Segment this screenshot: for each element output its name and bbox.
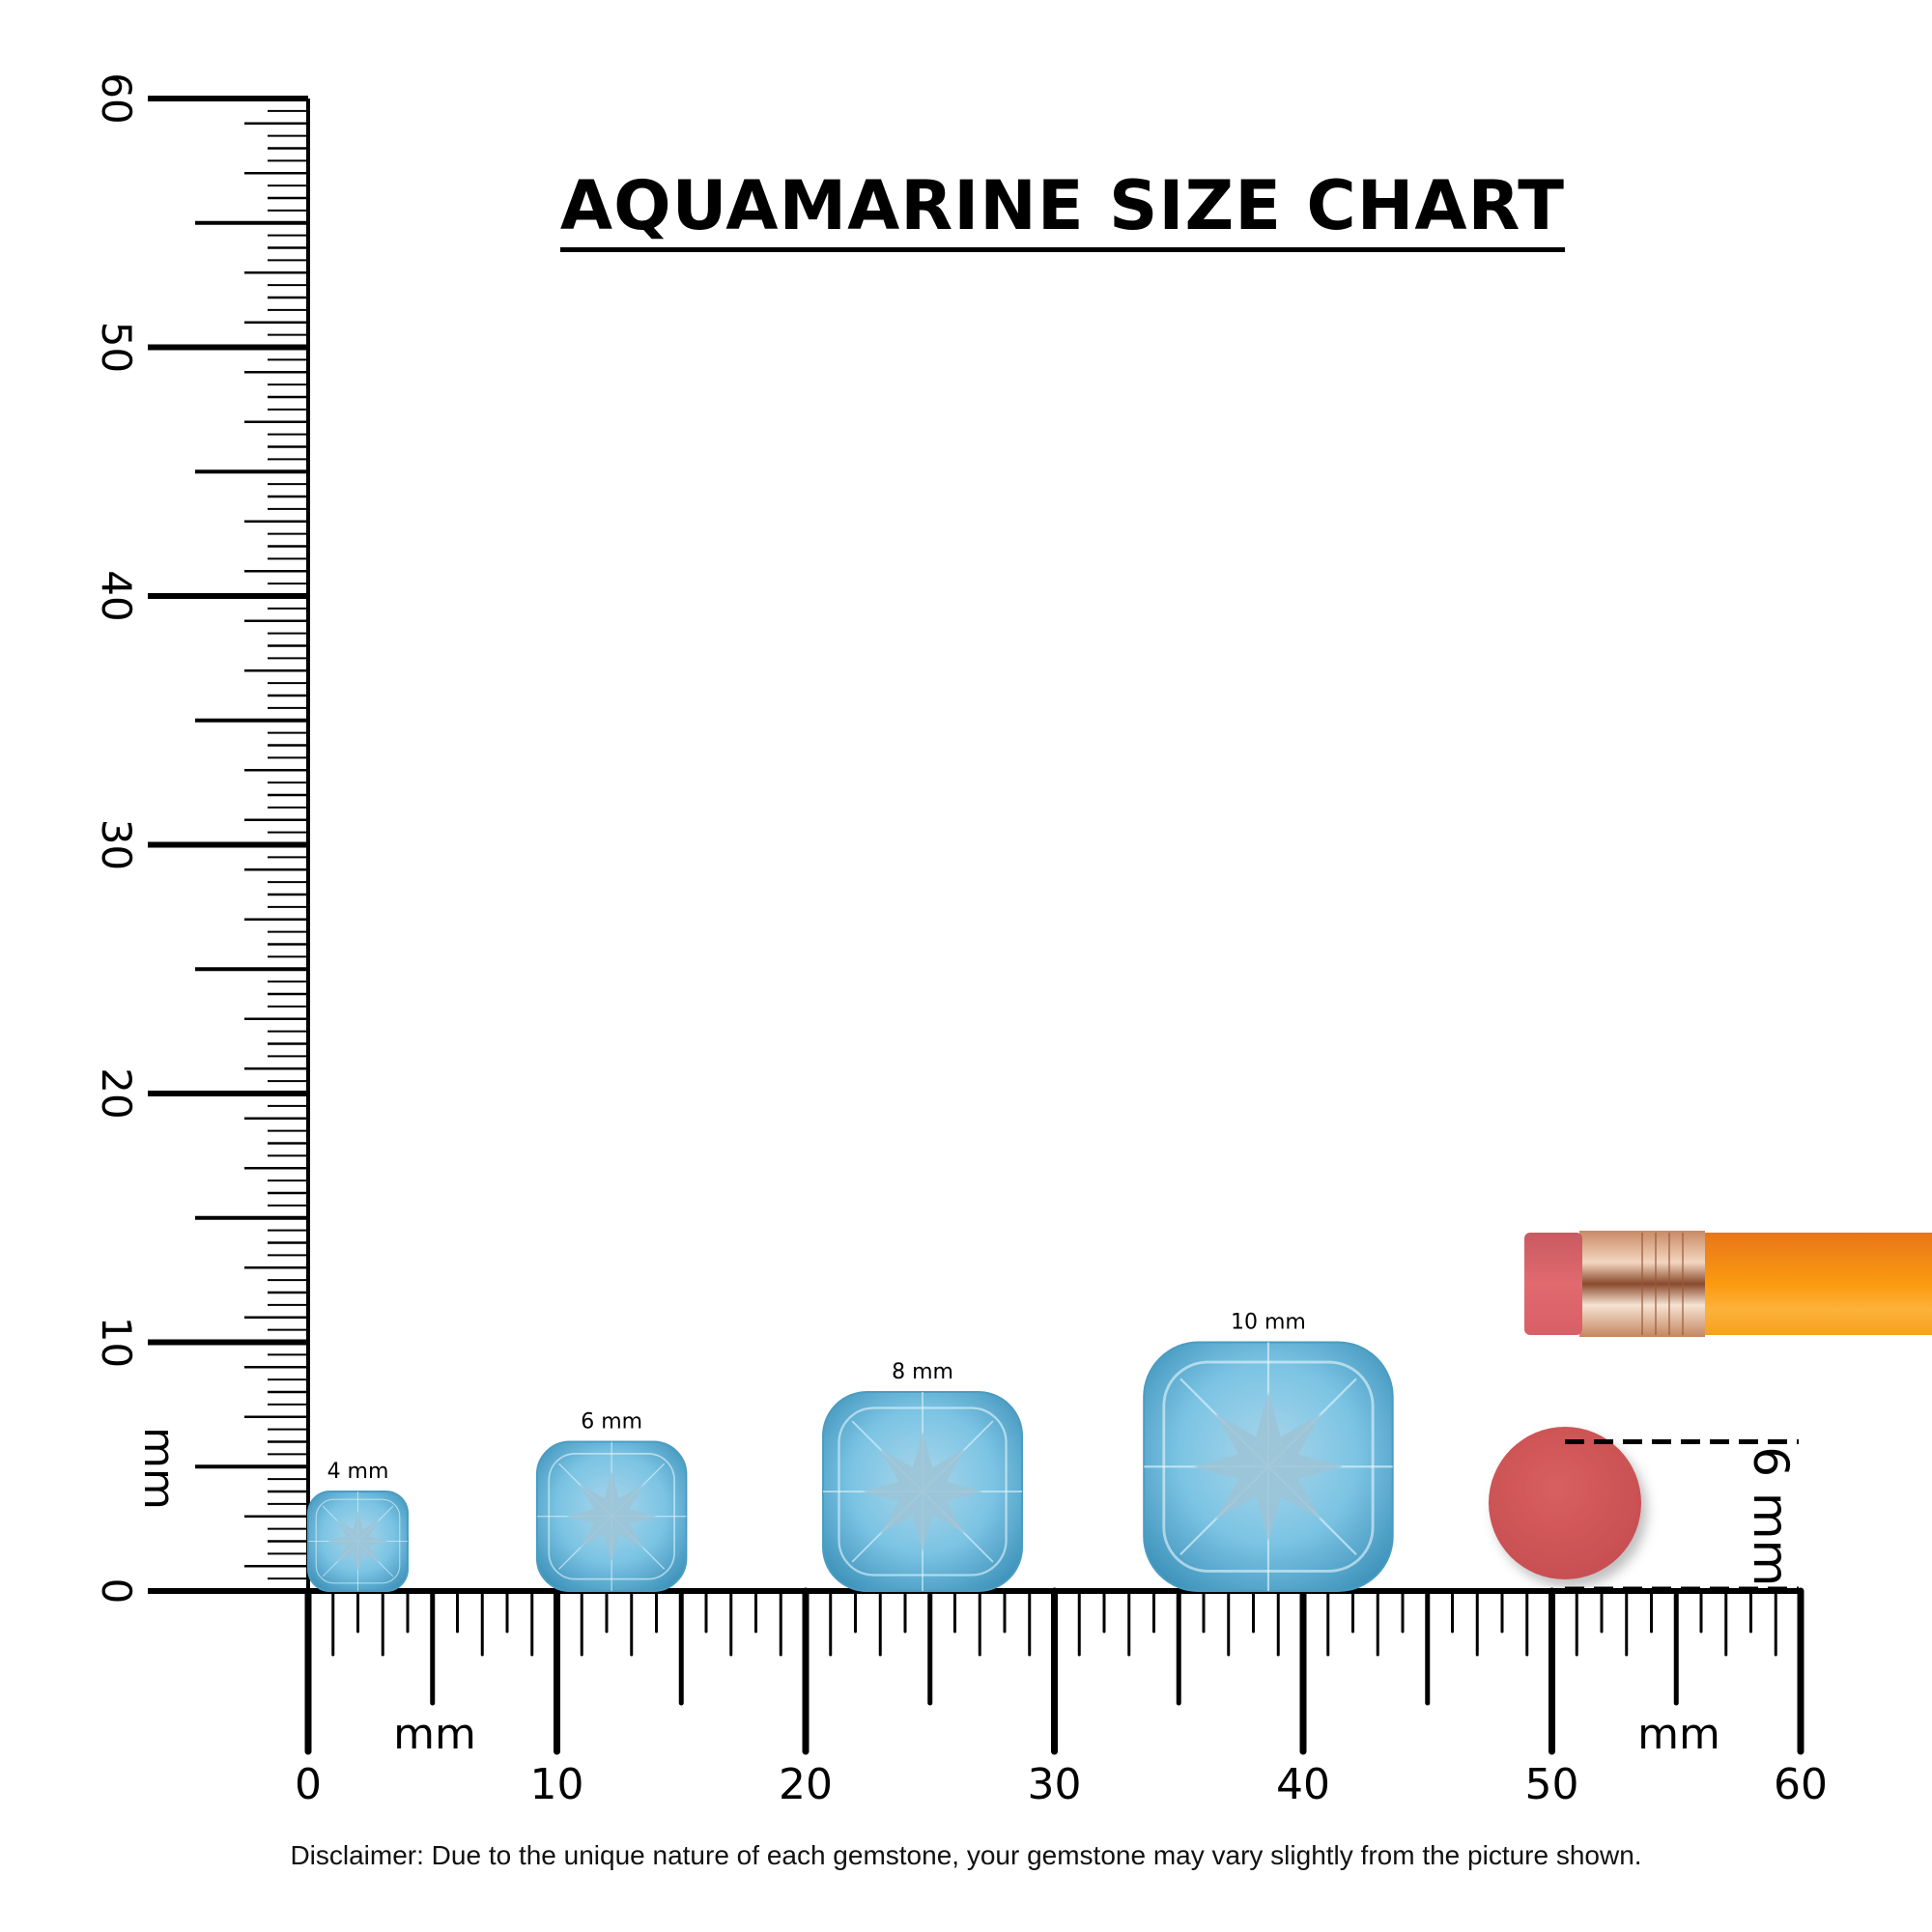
gem-table-star: [327, 1511, 388, 1572]
page-title: AQUAMARINE SIZE CHART: [0, 166, 1932, 252]
gem-size-label: 8 mm: [892, 1360, 953, 1384]
vertical-ruler-label: 40: [93, 570, 140, 621]
horizontal-unit-label-right: mm: [1637, 1710, 1720, 1759]
gem-girdle-facet: [315, 1498, 401, 1584]
vertical-ruler-label: 0: [93, 1578, 140, 1605]
horizontal-ruler-label: 40: [1276, 1760, 1330, 1809]
disclaimer: Disclaimer: Due to the unique nature of …: [290, 1840, 1642, 1870]
vertical-ruler-label: 50: [93, 322, 140, 373]
eraser-end-dot: [1489, 1427, 1641, 1579]
pencil-body: [1703, 1233, 1932, 1335]
gem-table-star: [566, 1471, 657, 1562]
horizontal-ruler-label: 30: [1028, 1760, 1082, 1809]
horizontal-unit-label: mm: [393, 1710, 476, 1759]
gem-cushion: 6 mm: [535, 1410, 688, 1592]
gem-size-label: 10 mm: [1231, 1311, 1306, 1335]
horizontal-ruler-label: 0: [295, 1760, 322, 1809]
gem-table-star: [863, 1432, 982, 1551]
gem-size-label: 6 mm: [581, 1410, 642, 1435]
gem-table-star: [1193, 1392, 1344, 1542]
reference-size-label: 6 mm: [1743, 1446, 1799, 1586]
vertical-ruler-label: 60: [93, 72, 140, 124]
pencil-eraser: [1524, 1233, 1582, 1335]
horizontal-ruler-label: 50: [1525, 1760, 1579, 1809]
vertical-ruler-label: 10: [93, 1317, 140, 1368]
horizontal-ruler-label: 10: [530, 1760, 584, 1809]
gem-cushion: 8 mm: [822, 1360, 1024, 1592]
vertical-ruler-label: 20: [93, 1067, 140, 1119]
horizontal-ruler-label: 20: [779, 1760, 833, 1809]
vertical-unit-label: mm: [134, 1427, 184, 1510]
horizontal-ruler-label: 60: [1774, 1760, 1828, 1809]
title-text: AQUAMARINE SIZE CHART: [559, 166, 1566, 252]
gem-girdle-facet: [548, 1453, 675, 1580]
gem-cushion: 4 mm: [307, 1460, 409, 1592]
gem-size-label: 4 mm: [327, 1460, 389, 1484]
vertical-ruler-label: 30: [93, 819, 140, 870]
gem-girdle-facet: [1162, 1360, 1375, 1573]
gem-cushion: 10 mm: [1143, 1311, 1394, 1592]
gem-girdle-facet: [838, 1406, 1008, 1577]
